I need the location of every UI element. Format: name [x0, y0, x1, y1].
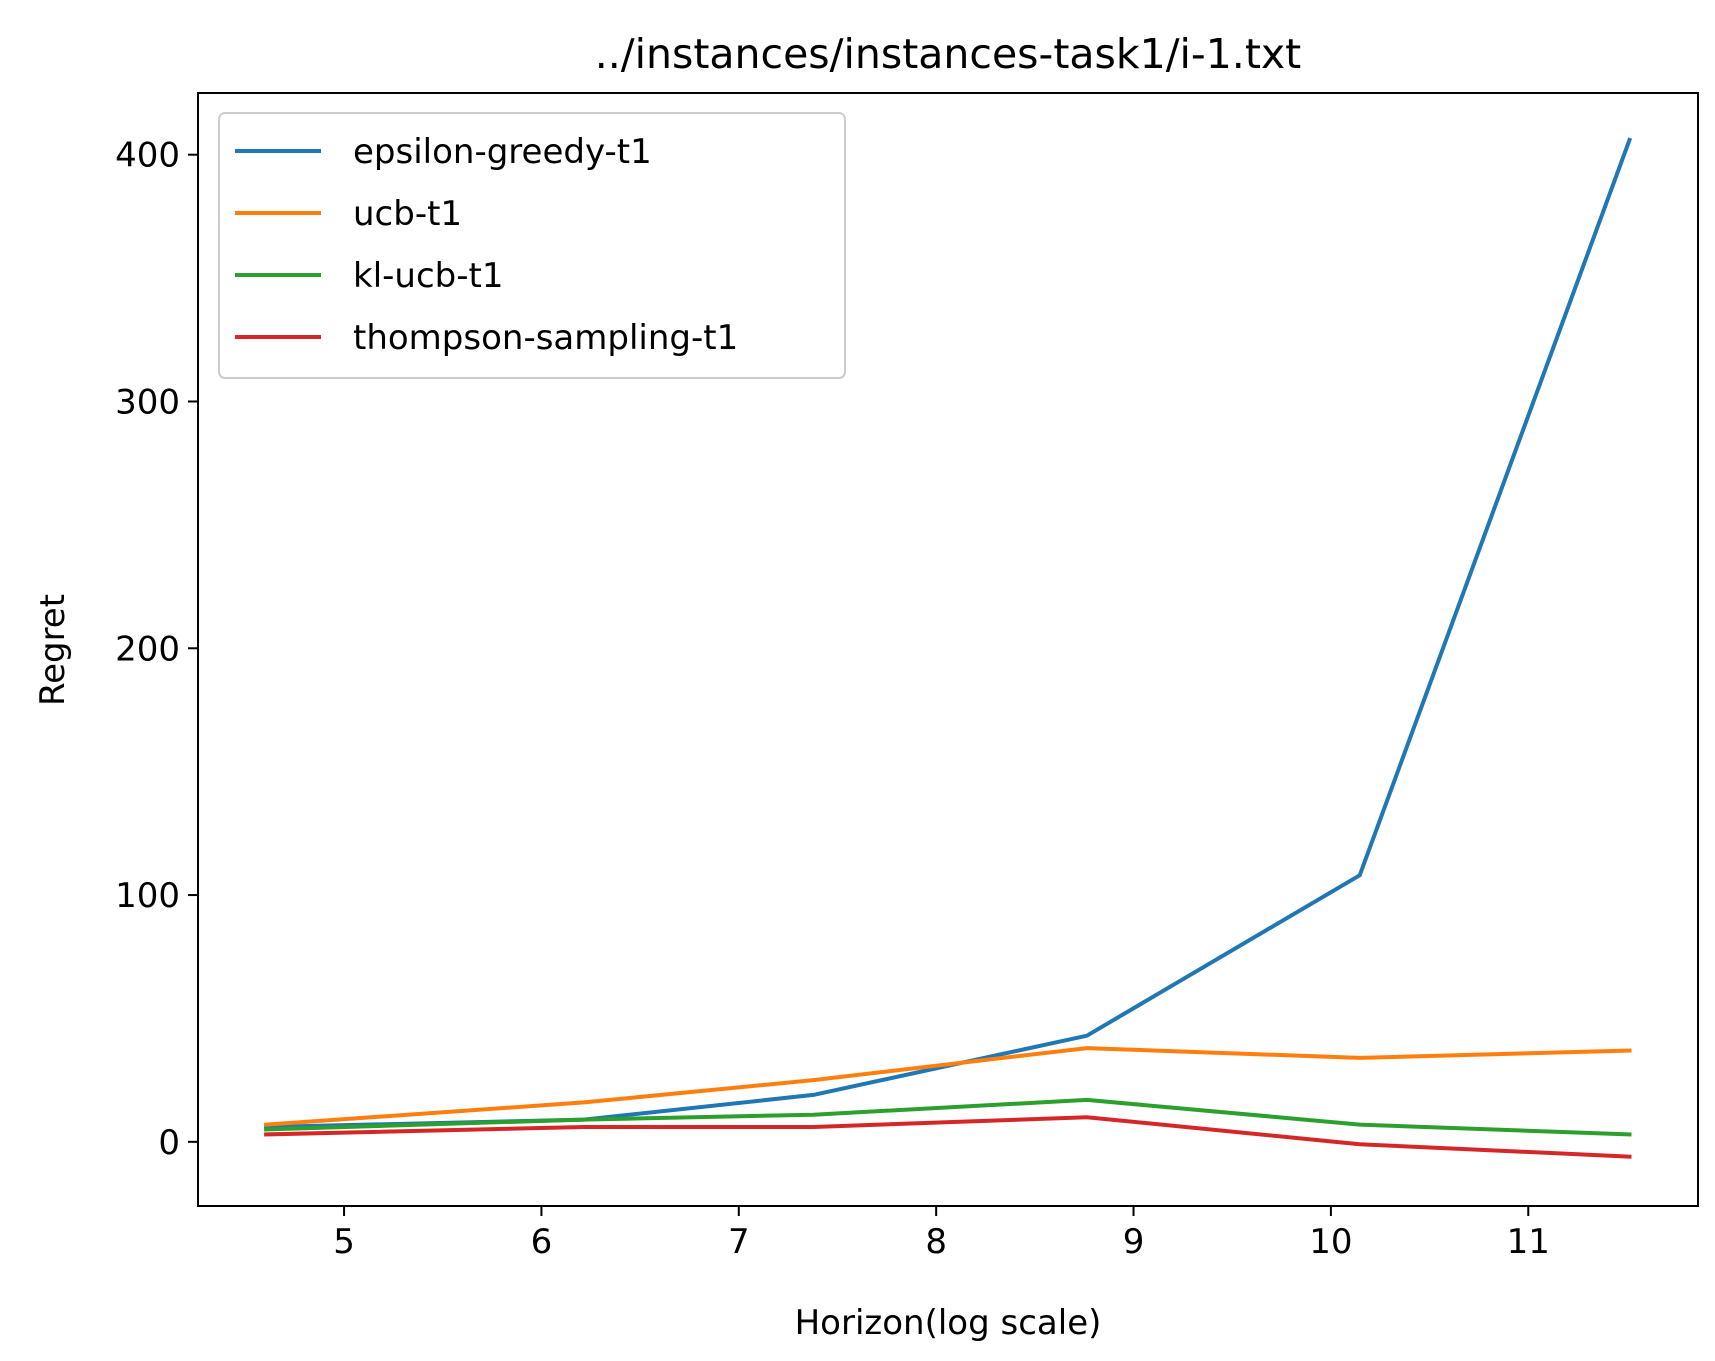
x-tick-label: 11: [1507, 1222, 1550, 1262]
y-tick-label: 0: [158, 1123, 180, 1163]
y-tick-label: 100: [115, 876, 180, 916]
series-line-thompson-sampling-t1: [264, 1115, 1632, 1159]
legend-label-kl-ucb-t1: kl-ucb-t1: [353, 256, 503, 296]
x-tick-label: 7: [728, 1222, 750, 1262]
y-tick-label: 400: [115, 136, 180, 176]
y-tick-label: 300: [115, 382, 180, 422]
legend: epsilon-greedy-t1 ucb-t1 kl-ucb-t1 thompson…: [218, 112, 846, 379]
x-tick-label: 6: [531, 1222, 553, 1262]
series-line-ucb-t1: [263, 1046, 1632, 1127]
plot-area: [263, 137, 1633, 1159]
axes: 5 6 7 8 9 10 11 0 100 200 300 400: [115, 136, 1550, 1262]
plot-frame: [197, 92, 1699, 1207]
x-tick-label: 5: [333, 1222, 355, 1262]
legend-box: [218, 112, 846, 379]
x-axis-label: Horizon(log scale): [795, 1303, 1102, 1343]
y-axis-label: Regret: [33, 594, 73, 706]
x-tick-label: 9: [1123, 1222, 1145, 1262]
x-tick-label: 8: [925, 1222, 947, 1262]
legend-label-epsilon-greedy-t1: epsilon-greedy-t1: [353, 132, 652, 172]
x-tick-label: 10: [1309, 1222, 1352, 1262]
legend-label-thompson-sampling-t1: thompson-sampling-t1: [353, 318, 738, 358]
series-line-kl-ucb-t1: [264, 1097, 1632, 1137]
y-tick-label: 200: [115, 629, 180, 669]
chart-title: ../instances/instances-task1/i-1.txt: [595, 30, 1302, 78]
legend-label-ucb-t1: ucb-t1: [353, 194, 462, 234]
